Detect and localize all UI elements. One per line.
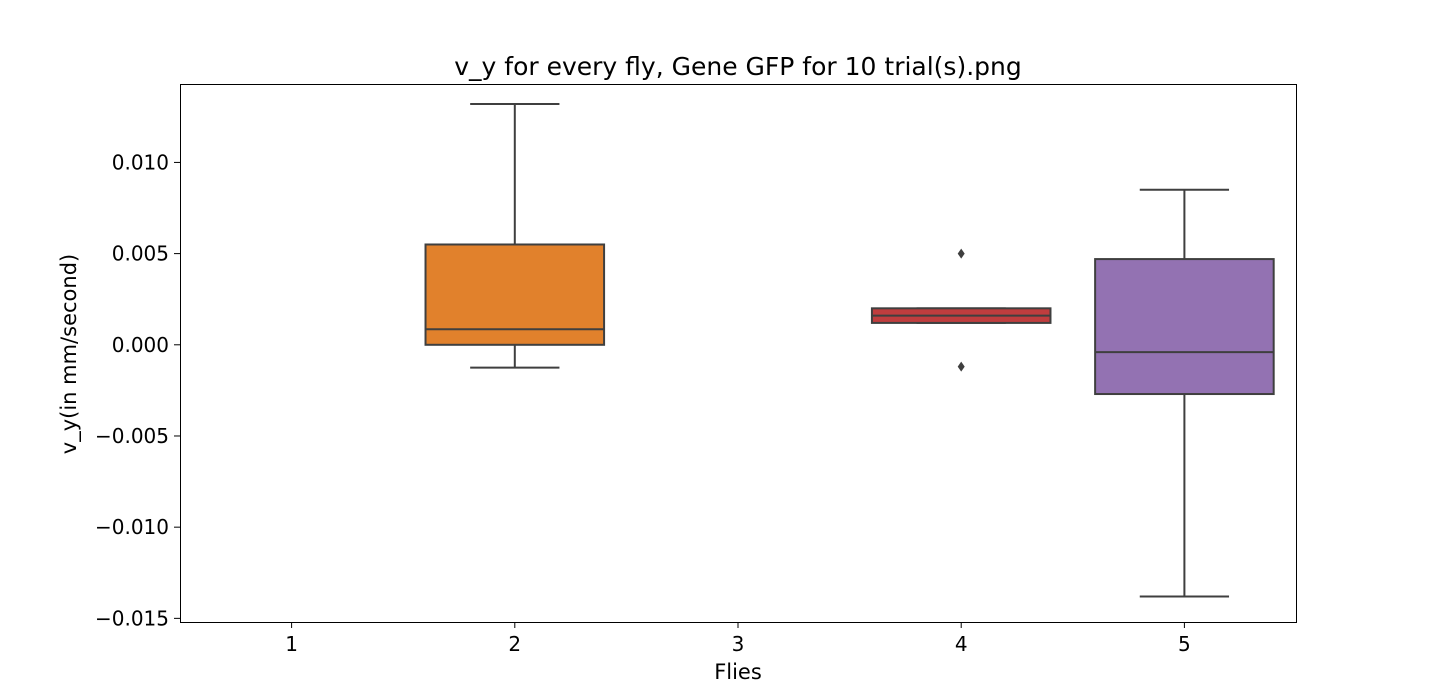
x-tick-label: 3 [732,632,745,656]
y-tick-label: −0.010 [95,515,169,539]
plot-area [424,103,1275,598]
x-tick-label: 5 [1178,632,1191,656]
y-tick-label: −0.005 [95,424,169,448]
y-axis: −0.015 −0.010 −0.005 0.000 0.005 0.010 [95,150,180,630]
x-axis-label: Flies [714,660,762,684]
outlier-point [957,361,965,372]
y-tick-label: 0.005 [112,242,169,266]
box-group-fly-2 [424,103,606,369]
x-tick-label: 4 [955,632,968,656]
x-axis: 1 2 3 4 5 [285,622,1191,656]
iqr-box [424,243,606,346]
outlier-point [957,248,965,259]
y-tick-label: 0.010 [112,150,169,174]
x-tick-label: 2 [508,632,521,656]
y-tick-label: 0.000 [112,333,169,357]
x-tick-label: 1 [285,632,298,656]
y-tick-label: −0.015 [95,606,169,630]
y-axis-label: v_y(in mm/second) [57,254,82,454]
box-group-fly-4 [870,248,1052,372]
box-group-fly-5 [1094,188,1275,598]
iqr-box [1094,258,1275,396]
chart-title: v_y for every fly, Gene GFP for 10 trial… [454,52,1022,81]
